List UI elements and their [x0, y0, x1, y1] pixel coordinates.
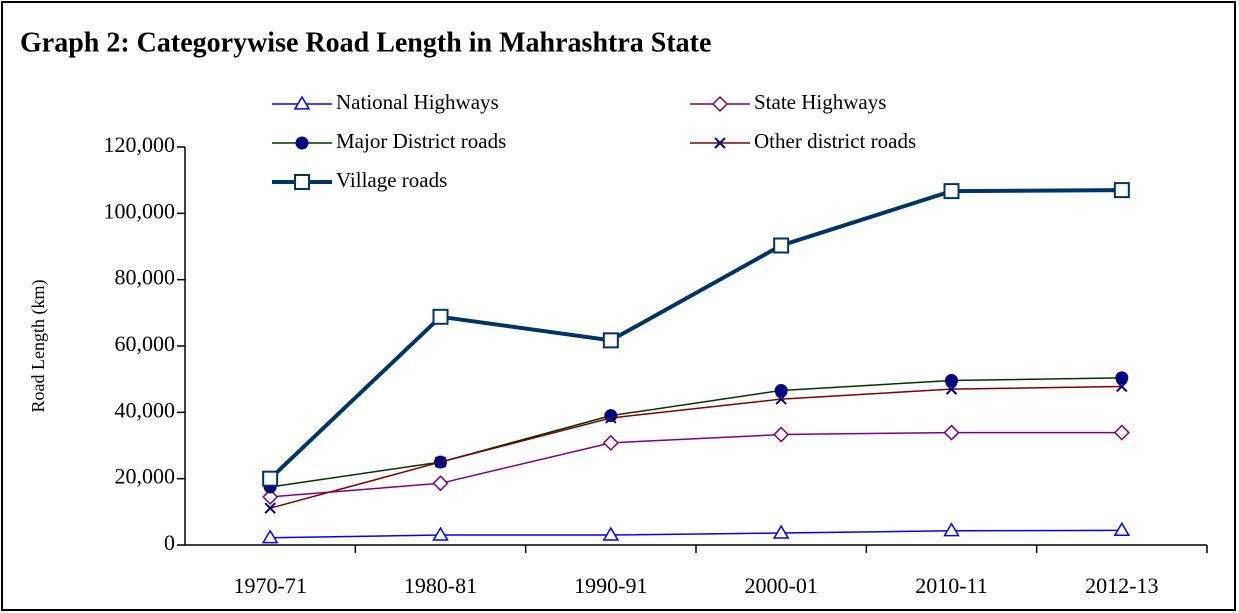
legend-label: Village roads	[336, 168, 447, 192]
legend-label: National Highways	[336, 90, 499, 114]
marker	[602, 526, 620, 541]
marker	[1113, 521, 1131, 537]
marker	[773, 237, 790, 254]
y-axis-label: Road Length (km)	[28, 280, 49, 413]
x-tick-label: 1980-81	[404, 573, 477, 598]
marker	[602, 434, 619, 451]
marker	[264, 502, 276, 514]
y-tick-label: 20,000	[115, 464, 176, 489]
marker	[295, 136, 309, 150]
series-line	[268, 188, 1122, 481]
marker	[1115, 371, 1129, 385]
legend-label: Major District roads	[336, 129, 506, 153]
marker	[434, 456, 447, 468]
marker	[773, 426, 790, 443]
marker	[605, 412, 617, 424]
marker	[602, 332, 619, 349]
series-line	[270, 529, 1122, 539]
series-line	[269, 385, 1122, 509]
marker	[772, 524, 790, 539]
marker	[293, 95, 311, 110]
x-tick-label: 1970-71	[234, 573, 307, 598]
marker	[1116, 380, 1128, 393]
marker	[714, 137, 726, 149]
y-tick-label: 80,000	[115, 265, 176, 290]
y-tick-label: 100,000	[104, 198, 176, 223]
marker	[432, 308, 449, 325]
marker	[262, 470, 279, 487]
x-tick-label: 2010-11	[915, 573, 988, 598]
marker	[261, 529, 279, 544]
legend-label: Other district roads	[754, 129, 916, 153]
y-tick-label: 0	[164, 530, 175, 555]
chart-title: Graph 2: Categorywise Road Length in Mah…	[20, 27, 711, 58]
marker	[1113, 424, 1130, 441]
marker	[774, 383, 788, 397]
marker	[294, 174, 310, 190]
legend-label: State Highways	[754, 90, 886, 114]
marker	[945, 383, 958, 395]
marker	[943, 522, 960, 537]
marker	[262, 488, 279, 505]
marker	[775, 393, 787, 405]
y-tick-label: 60,000	[115, 331, 176, 356]
marker	[945, 373, 958, 387]
y-tick-label: 120,000	[104, 132, 176, 157]
marker	[943, 424, 960, 441]
y-tick-label: 40,000	[115, 397, 176, 422]
series-line	[270, 377, 1122, 488]
marker	[432, 526, 449, 541]
marker	[432, 475, 449, 492]
x-tick-label: 2000-01	[745, 573, 818, 598]
marker	[943, 183, 960, 200]
marker	[604, 409, 618, 423]
x-tick-label: 2012-13	[1085, 573, 1158, 598]
x-tick-label: 1990-91	[574, 573, 647, 598]
series-line	[270, 431, 1122, 498]
marker	[711, 95, 729, 113]
marker	[1113, 182, 1130, 199]
